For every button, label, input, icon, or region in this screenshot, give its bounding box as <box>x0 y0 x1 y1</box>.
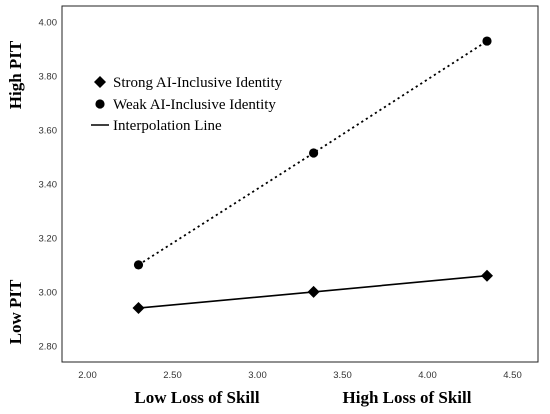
strong-identity-point <box>132 302 145 315</box>
legend-diamond-marker <box>94 76 106 88</box>
x-tick-label: 3.00 <box>248 370 267 381</box>
weak-identity-point <box>482 36 492 46</box>
y-tick-label: 3.00 <box>39 287 58 298</box>
x-axis-label-low: Low Loss of Skill <box>134 388 259 407</box>
x-tick-label: 4.00 <box>418 370 437 381</box>
y-axis-label-low: Low PIT <box>6 279 25 344</box>
y-axis-label-high: High PIT <box>6 40 25 109</box>
y-tick-label: 3.40 <box>39 180 58 191</box>
y-tick-label: 3.20 <box>39 233 58 244</box>
legend-label-strong: Strong AI-Inclusive Identity <box>113 75 283 91</box>
strong-identity-point <box>307 285 320 298</box>
x-tick-label: 4.50 <box>503 370 522 381</box>
y-tick-label: 2.80 <box>39 341 58 352</box>
x-tick-label: 2.00 <box>78 370 97 381</box>
weak-identity-point <box>133 260 144 270</box>
y-tick-labels: 2.80 3.00 3.20 3.40 3.60 3.80 4.00 <box>39 18 58 353</box>
legend: Strong AI-Inclusive Identity Weak AI-Inc… <box>91 75 283 134</box>
weak-identity-point <box>309 148 319 158</box>
y-tick-label: 3.60 <box>39 126 58 137</box>
x-axis-label-high: High Loss of Skill <box>343 388 472 407</box>
x-tick-label: 3.50 <box>333 370 352 381</box>
y-tick-label: 3.80 <box>39 72 58 83</box>
x-tick-labels: 2.00 2.50 3.00 3.50 4.00 4.50 <box>78 370 522 381</box>
legend-label-weak: Weak AI-Inclusive Identity <box>113 97 276 113</box>
legend-label-interpolation: Interpolation Line <box>113 118 222 134</box>
y-tick-label: 4.00 <box>39 18 58 29</box>
strong-identity-point <box>481 269 493 282</box>
plot-frame <box>61 5 539 363</box>
legend-circle-marker <box>95 99 105 109</box>
series-markers <box>132 36 493 315</box>
x-tick-label: 2.50 <box>163 370 182 381</box>
